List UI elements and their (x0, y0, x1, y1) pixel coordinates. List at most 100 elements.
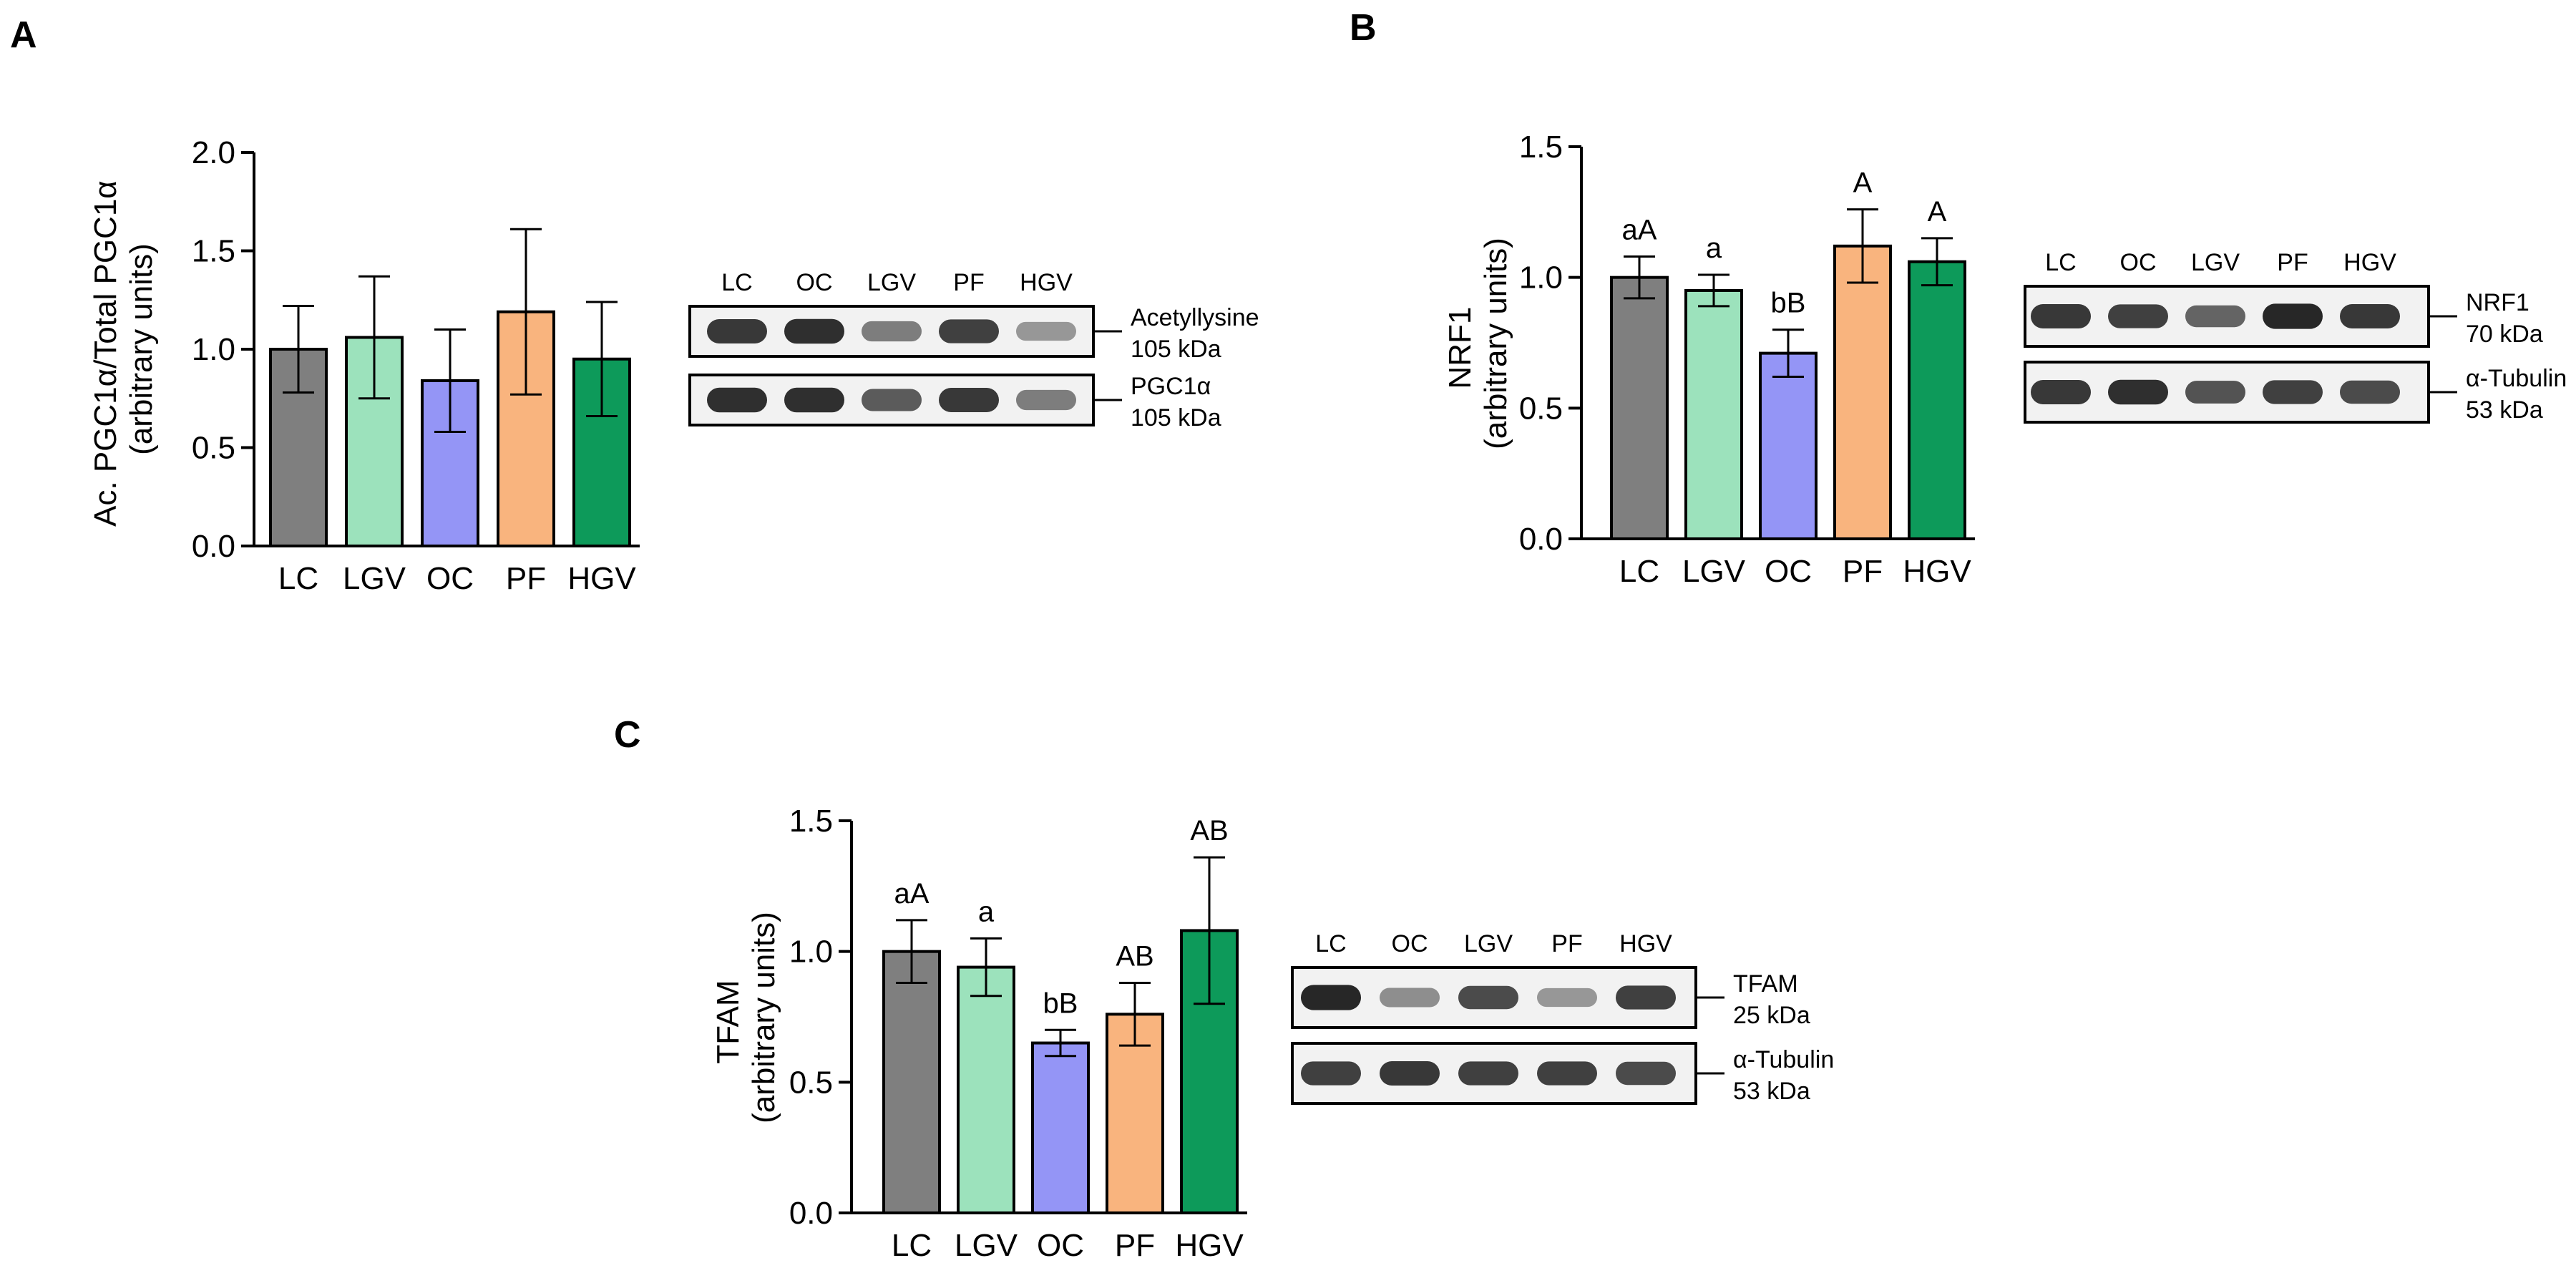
panel-b-bar-pf (1833, 244, 1892, 540)
panel-a-category-label: LC (278, 561, 318, 596)
panel-a-blot-lane-label: OC (796, 269, 833, 296)
panel-c-western-blot: LC OC LGV PF HGV TFAM 25 kDa α-Tubulin 53 kDa (1291, 930, 1834, 1105)
panel-b-ytick-label: 1.0 (1519, 260, 1563, 296)
panel-a: A 0.0 0.5 1.0 1.5 2.0 LC LGV OC PF HGV Ac. PGC1α/… (10, 14, 1259, 596)
panel-b-blot-band (2031, 380, 2091, 404)
panel-b-blot-kda-label: 53 kDa (2466, 396, 2543, 424)
panel-a-blot-band (862, 389, 922, 411)
panel-a-blot-band (784, 387, 844, 413)
panel-c-blot-band (1380, 1061, 1440, 1086)
panel-a-ytick-label: 0.5 (192, 431, 235, 466)
panel-b-blot-lane-label: PF (2277, 249, 2308, 276)
panel-c-blot-band (1616, 1061, 1676, 1086)
panel-a-blot-lane-label: LGV (867, 269, 916, 296)
panel-a-ylabel: Ac. PGC1α/Total PGC1α (arbitrary units) (88, 172, 159, 527)
panel-b-sig-label: A (1928, 196, 1947, 228)
panel-b-bar-lc (1610, 275, 1669, 540)
panel-c-category-label: LC (892, 1228, 932, 1263)
panel-b-blot-band (2340, 380, 2400, 404)
panel-c-bar-lgv (957, 965, 1015, 1214)
panel-b-blot-protein-label: α-Tubulin (2466, 365, 2567, 392)
panel-b-blot-band (2108, 304, 2168, 328)
panel-b-bar-chart: 0.0 0.5 1.0 1.5 aA LC a LGV bB OC A PF A HGV (1519, 130, 1975, 589)
panel-b-sig-label: a (1706, 233, 1722, 264)
panel-c-category-label: LGV (955, 1228, 1018, 1263)
panel-b-blot-band (2185, 381, 2245, 404)
panel-a-blot-band (939, 319, 999, 343)
panel-c-blot-kda-label: 53 kDa (1733, 1078, 1810, 1105)
panel-c-blot-protein-label: α-Tubulin (1733, 1046, 1834, 1073)
panel-b-blot-band (2108, 379, 2168, 405)
panel-c-blot-band (1301, 1061, 1361, 1086)
panel-b-blot-lane-label: HGV (2343, 249, 2396, 276)
panel-b-sig-label: aA (1622, 214, 1657, 245)
panel-a-western-blot: LC OC LGV PF HGV Acetyllysine 105 kDa PGC1α 105 … (688, 269, 1259, 431)
panel-b-blot-protein-label: NRF1 (2466, 289, 2529, 316)
panel-a-category-label: HGV (567, 561, 636, 596)
panel-b-blot-lane-label: OC (2120, 249, 2157, 276)
panel-c-blot-kda-label: 25 kDa (1733, 1002, 1810, 1029)
panel-b-western-blot: LC OC LGV PF HGV NRF1 70 kDa α-Tubulin 53 kDa (2024, 249, 2567, 424)
panel-b-bar-oc (1759, 351, 1818, 540)
panel-a-blot-band (1016, 321, 1076, 341)
panel-a-ytick-label: 0.0 (192, 529, 235, 564)
panel-b-category-label: LGV (1682, 554, 1746, 589)
panel-c-blot-band (1537, 988, 1597, 1008)
panel-a-blot-band (784, 318, 844, 344)
panel-a-blot-band (939, 388, 999, 412)
panel-b-category-label: HGV (1903, 554, 1971, 589)
panel-c-blot-band (1458, 985, 1518, 1010)
panel-a-category-label: OC (426, 561, 474, 596)
panel-b-blot-band (2263, 303, 2323, 329)
panel-b-blot-kda-label: 70 kDa (2466, 321, 2543, 348)
panel-b-blot-lane-label: LGV (2191, 249, 2240, 276)
panel-a-blot-lane-label: LC (721, 269, 752, 296)
panel-c-bar-chart: 0.0 0.5 1.0 1.5 aA LC a LGV bB OC AB PF AB HGV (789, 804, 1247, 1263)
panel-b-blot-lane-label: LC (2045, 249, 2076, 276)
panel-a-blot-lane-label: PF (953, 269, 984, 296)
panel-c-bar-lc (882, 950, 941, 1214)
panel-b-category-label: PF (1843, 554, 1883, 589)
panel-c-blot-protein-label: TFAM (1733, 970, 1798, 998)
panel-b-ytick-label: 1.5 (1519, 130, 1563, 165)
panel-a-blot-band (707, 387, 767, 413)
panel-c-ytick-label: 1.5 (789, 804, 833, 839)
panel-c-sig-label: aA (894, 878, 930, 910)
panel-a-category-label: PF (506, 561, 546, 596)
panel-a-bar-chart: 0.0 0.5 1.0 1.5 2.0 LC LGV OC PF HGV (192, 135, 640, 596)
panel-b-blot-band (2185, 305, 2245, 328)
panel-a-blot-kda-label: 105 kDa (1131, 336, 1221, 363)
panel-b: B 0.0 0.5 1.0 1.5 aA LC a LGV bB OC A PF A HGV NRF1 (… (1350, 7, 2567, 589)
panel-c-blot-lane-label: OC (1392, 930, 1428, 957)
panel-a-ytick-label: 1.0 (192, 332, 235, 367)
panel-a-ytick-label: 2.0 (192, 135, 235, 170)
panel-c-sig-label: bB (1043, 988, 1078, 1019)
panel-b-blot-band (2263, 380, 2323, 404)
panel-a-category-label: LGV (343, 561, 406, 596)
panel-c-blot-band (1458, 1061, 1518, 1086)
panel-a-blot-protein-label: Acetyllysine (1131, 304, 1259, 331)
panel-c-blot-band (1616, 985, 1676, 1010)
panel-c-bar-oc (1031, 1041, 1090, 1214)
panel-b-category-label: OC (1765, 554, 1812, 589)
panel-c-blot-lane-label: LC (1315, 930, 1346, 957)
panel-c-category-label: PF (1115, 1228, 1155, 1263)
panel-c-ytick-label: 0.0 (789, 1196, 833, 1231)
panel-c-bar-pf (1106, 1013, 1164, 1214)
panel-c-sig-label: AB (1190, 815, 1228, 847)
panel-a-blot-band (1016, 389, 1076, 411)
panel-a-blot-band (707, 319, 767, 343)
panel-a-blot-kda-label: 105 kDa (1131, 404, 1221, 431)
panel-label-a: A (10, 14, 37, 56)
panel-c-category-label: OC (1037, 1228, 1084, 1263)
panel-c-ytick-label: 0.5 (789, 1065, 833, 1100)
panel-a-ytick-label: 1.5 (192, 234, 235, 269)
panel-b-blot-band (2340, 304, 2400, 328)
panel-b-ytick-label: 0.5 (1519, 391, 1563, 426)
panel-c-sig-label: a (978, 896, 995, 927)
panel-b-blot-band (2031, 304, 2091, 328)
panel-b-bar-hgv (1908, 260, 1966, 540)
panel-label-c: C (614, 714, 641, 756)
panel-b-category-label: LC (1619, 554, 1659, 589)
